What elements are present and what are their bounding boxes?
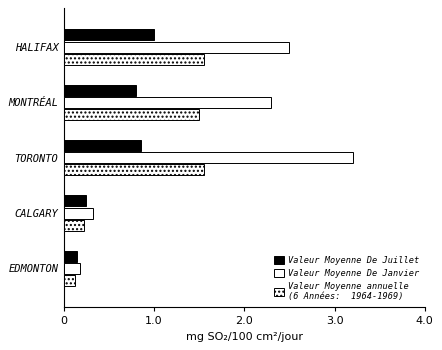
Bar [64, 195, 87, 206]
Legend: Valeur Moyenne De Juillet, Valeur Moyenne De Janvier, Valeur Moyenne annuelle
(6: Valeur Moyenne De Juillet, Valeur Moyenn… [272, 254, 420, 303]
Bar [64, 275, 75, 286]
Bar [64, 263, 80, 274]
Bar [64, 164, 204, 175]
Bar [64, 54, 204, 65]
Bar [64, 208, 93, 218]
Bar [64, 109, 199, 120]
Bar [64, 140, 141, 151]
Bar [64, 152, 353, 163]
Bar [64, 251, 77, 262]
Bar [64, 42, 290, 52]
Bar [64, 97, 271, 108]
Bar [64, 220, 84, 231]
Bar [64, 29, 154, 40]
X-axis label: mg SO₂/100 cm²/jour: mg SO₂/100 cm²/jour [186, 332, 303, 342]
Bar [64, 85, 136, 96]
